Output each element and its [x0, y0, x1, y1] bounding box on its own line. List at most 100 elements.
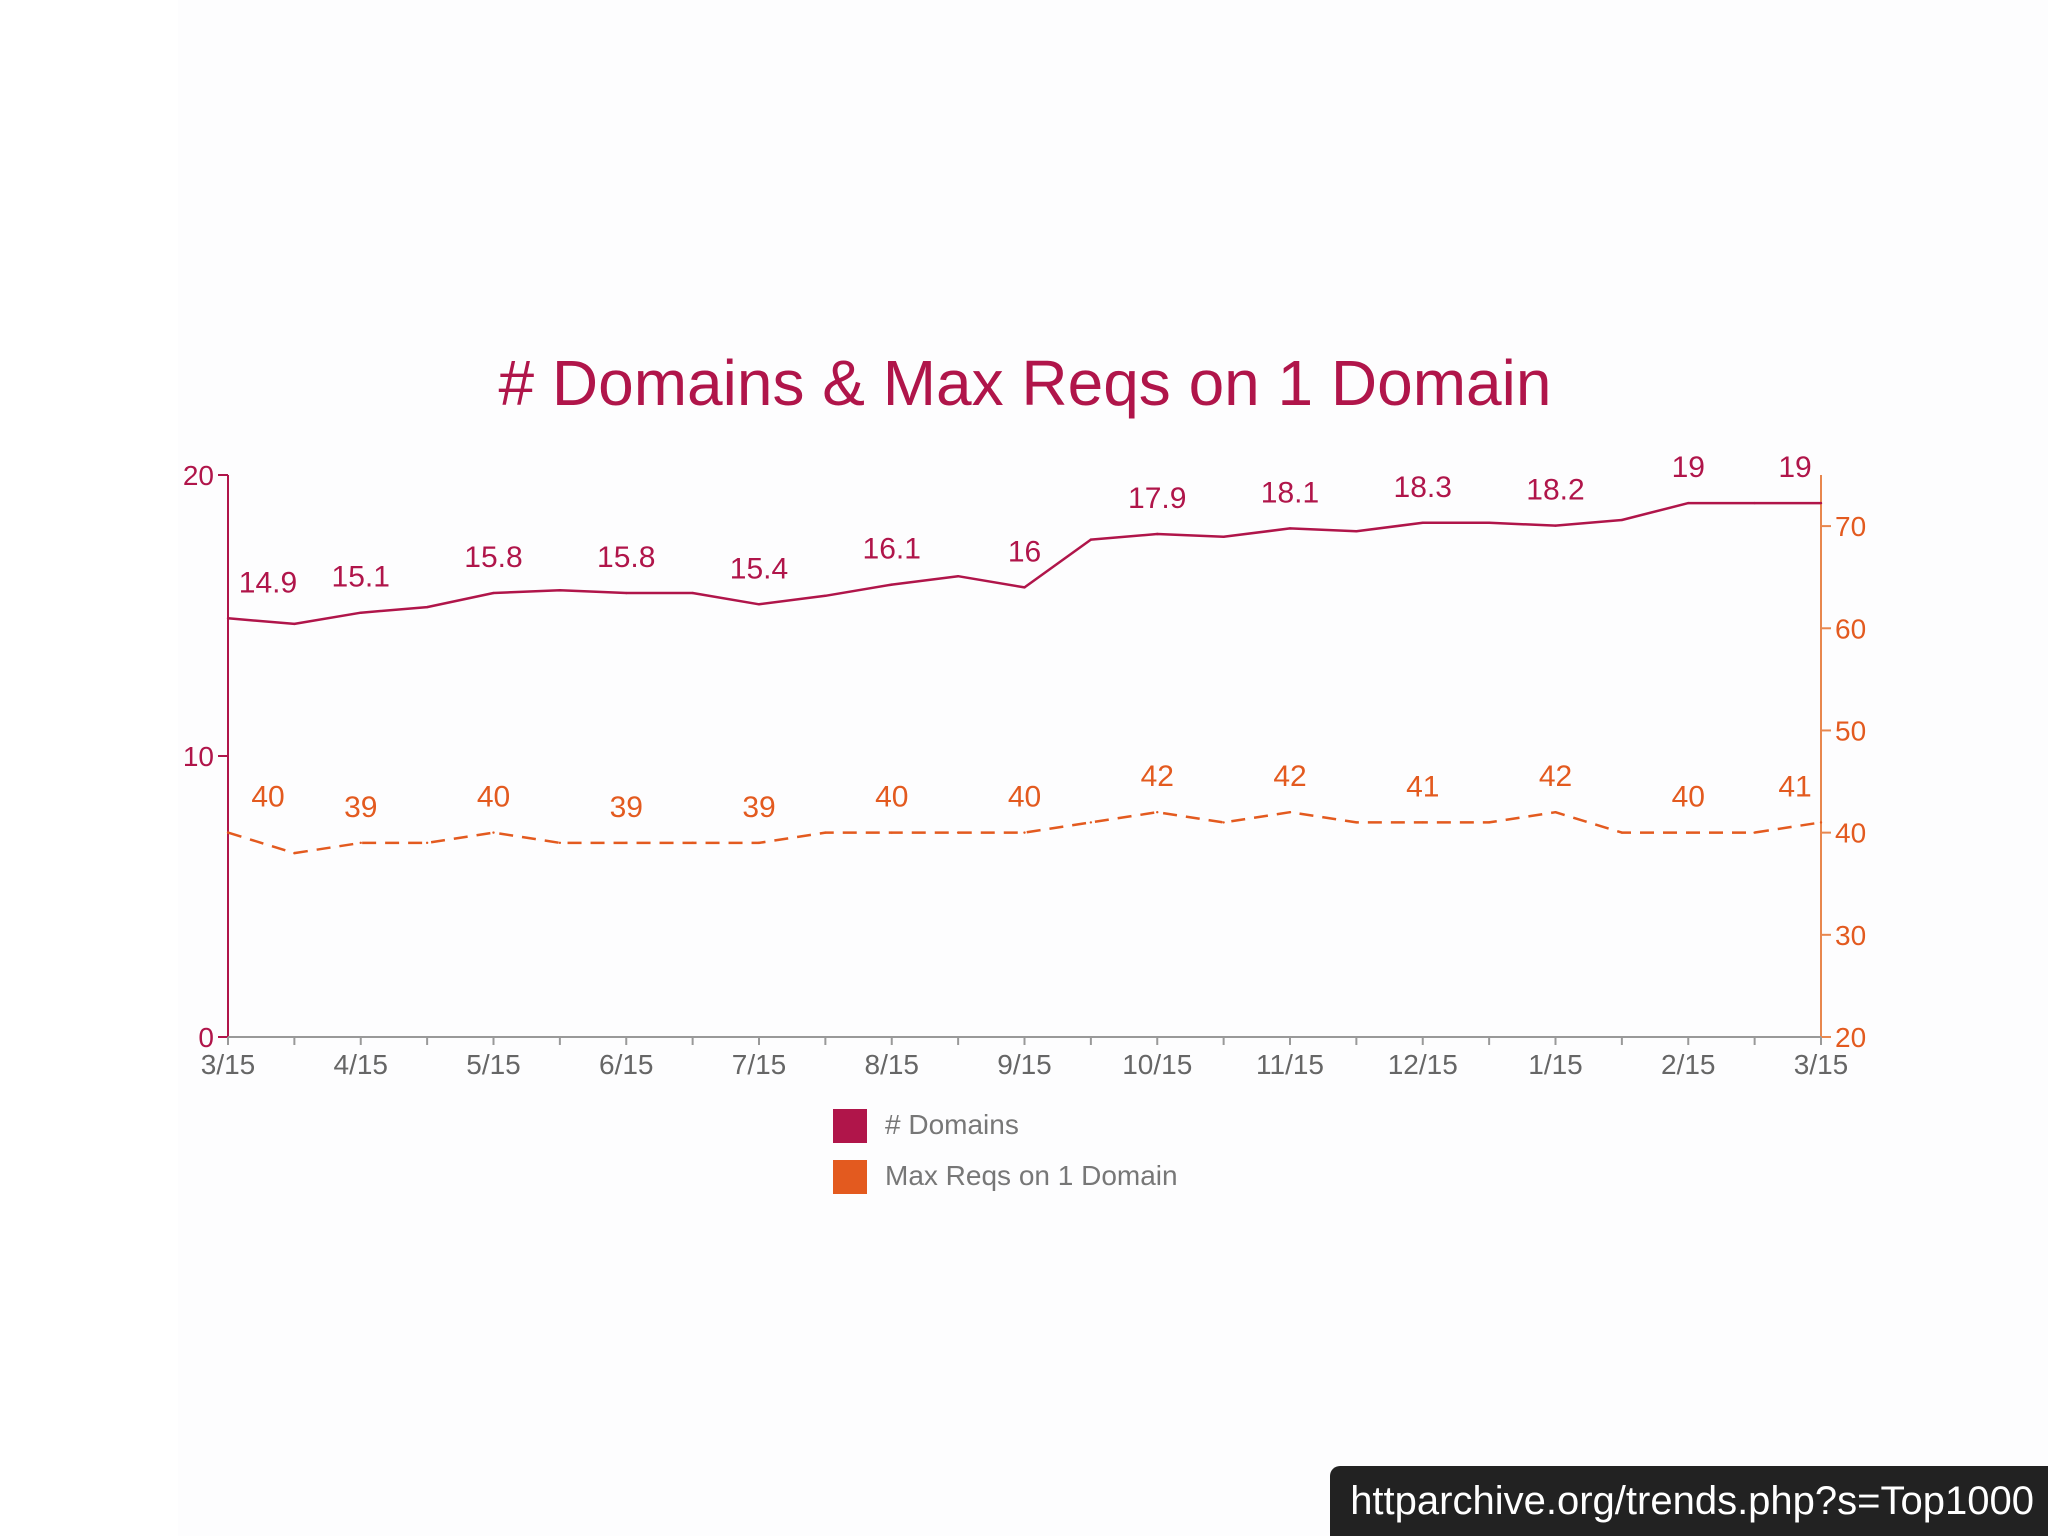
data-point-domains	[956, 574, 960, 578]
x-tick-label: 1/15	[1528, 1049, 1583, 1080]
data-label-maxreqs: 42	[1539, 760, 1572, 793]
series-layer	[226, 501, 1823, 855]
data-label-maxreqs: 40	[477, 781, 510, 814]
data-point-maxreqs	[956, 831, 960, 834]
data-label-domains: 15.8	[464, 541, 522, 574]
data-point-maxreqs	[1554, 811, 1557, 814]
legend-label-maxreqs: Max Reqs on 1 Domain	[885, 1160, 1178, 1191]
x-tick-label: 5/15	[466, 1049, 521, 1080]
data-point-domains	[1554, 524, 1557, 527]
data-labels: 14.9 15.1 15.8 15.8 15.4 16.1 16 17.9 18.1 18.3 18…	[239, 451, 1812, 824]
data-label-domains: 19	[1672, 451, 1705, 484]
data-point-maxreqs	[1355, 821, 1358, 824]
source-url: httparchive.org/trends.php?s=Top1000	[1330, 1466, 2048, 1536]
data-point-domains	[1156, 532, 1159, 536]
data-label-domains: 18.2	[1526, 474, 1584, 507]
data-point-maxreqs	[1156, 811, 1159, 814]
data-point-maxreqs	[757, 841, 761, 845]
y-tick-label-left: 20	[183, 460, 214, 491]
data-label-domains: 15.8	[597, 541, 655, 574]
data-point-domains	[1421, 521, 1424, 524]
x-tick-label: 2/15	[1661, 1049, 1716, 1080]
x-tick-label: 3/15	[1794, 1049, 1849, 1080]
data-point-domains	[1222, 535, 1225, 539]
data-point-domains	[226, 617, 230, 620]
legend-label-domains: # Domains	[885, 1109, 1019, 1140]
x-tick-label: 9/15	[997, 1049, 1052, 1080]
data-point-domains	[1687, 501, 1690, 505]
data-label-maxreqs: 42	[1141, 760, 1174, 793]
data-label-domains: 16.1	[863, 533, 921, 566]
data-point-maxreqs	[824, 831, 827, 834]
chart-title: # Domains & Max Reqs on 1 Domain	[499, 347, 1552, 419]
x-tick-label: 3/15	[201, 1049, 256, 1080]
data-point-maxreqs	[1620, 831, 1624, 834]
data-point-domains	[757, 603, 761, 606]
x-tick-label: 11/15	[1256, 1049, 1324, 1080]
x-tick-label: 8/15	[865, 1049, 920, 1080]
data-point-maxreqs	[359, 841, 362, 845]
axes: 0 10 20 20 30 40 50 60 70 3/15 4/15 5/15 6/15 7/15 8/1…	[183, 460, 1866, 1080]
data-label-domains: 19	[1778, 451, 1811, 484]
data-point-maxreqs	[1687, 831, 1690, 834]
data-point-domains	[492, 591, 495, 595]
y-tick-label-right: 40	[1835, 818, 1866, 849]
data-point-domains	[1288, 527, 1292, 530]
data-point-maxreqs	[1487, 821, 1491, 824]
data-point-maxreqs	[1421, 821, 1424, 824]
y-tick-label-right: 30	[1835, 920, 1866, 951]
data-point-domains	[1487, 521, 1491, 524]
data-label-domains: 17.9	[1128, 482, 1186, 515]
data-point-maxreqs	[226, 831, 230, 834]
data-label-domains: 16	[1008, 535, 1041, 568]
data-point-maxreqs	[492, 831, 495, 834]
data-label-maxreqs: 41	[1406, 770, 1439, 803]
data-point-domains	[293, 622, 296, 626]
data-point-domains	[1023, 586, 1026, 589]
data-label-domains: 15.4	[730, 552, 788, 585]
y-tick-label-right: 20	[1835, 1022, 1866, 1053]
y-tick-label-right: 60	[1835, 613, 1866, 644]
x-tick-label: 4/15	[334, 1049, 389, 1080]
data-point-maxreqs	[1753, 831, 1756, 834]
data-label-maxreqs: 39	[344, 791, 377, 824]
legend: # Domains Max Reqs on 1 Domain	[833, 1109, 1178, 1194]
legend-swatch-maxreqs	[833, 1160, 867, 1194]
chart-panel	[178, 0, 2048, 1536]
x-tick-label: 10/15	[1122, 1049, 1192, 1080]
data-point-maxreqs	[625, 841, 628, 845]
data-point-domains	[824, 594, 827, 598]
data-point-maxreqs	[425, 841, 429, 845]
data-label-maxreqs: 41	[1778, 770, 1811, 803]
y-tick-label-right: 50	[1835, 715, 1866, 746]
data-label-maxreqs: 40	[1008, 781, 1041, 814]
data-point-maxreqs	[890, 831, 893, 834]
data-label-maxreqs: 39	[742, 791, 775, 824]
data-point-maxreqs	[1819, 821, 1823, 824]
data-point-domains	[1819, 501, 1823, 505]
y-tick-label-left: 0	[198, 1022, 214, 1053]
y-tick-label-right: 70	[1835, 511, 1866, 542]
data-point-domains	[558, 589, 562, 592]
data-label-domains: 15.1	[332, 561, 390, 594]
data-label-maxreqs: 40	[1672, 781, 1705, 814]
data-point-maxreqs	[1222, 821, 1225, 824]
x-tick-label: 12/15	[1388, 1049, 1458, 1080]
data-point-domains	[1089, 538, 1093, 541]
data-label-maxreqs: 40	[875, 781, 908, 814]
y-tick-label-left: 10	[183, 741, 214, 772]
data-point-domains	[359, 611, 362, 614]
data-label-maxreqs: 39	[610, 791, 643, 824]
data-point-domains	[691, 591, 694, 595]
data-point-domains	[1620, 518, 1624, 522]
data-point-maxreqs	[1288, 811, 1292, 814]
data-point-maxreqs	[1023, 831, 1026, 834]
data-label-domains: 18.1	[1261, 476, 1319, 509]
data-label-domains: 18.3	[1394, 471, 1452, 504]
data-point-maxreqs	[293, 851, 296, 855]
data-point-domains	[1355, 530, 1358, 533]
data-point-domains	[425, 605, 429, 609]
data-label-domains: 14.9	[239, 566, 297, 599]
